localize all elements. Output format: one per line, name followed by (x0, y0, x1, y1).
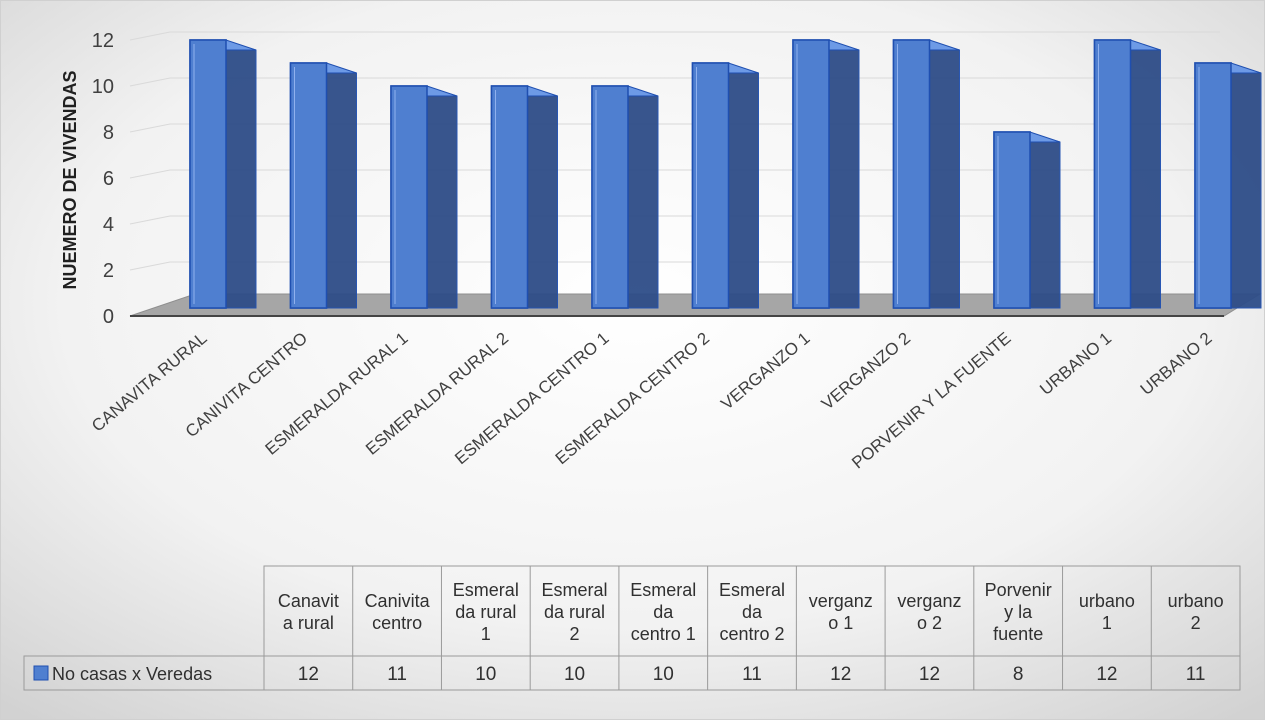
data-table-header: verganz o 2 (897, 591, 961, 633)
bar-front-overlay (490, 85, 529, 309)
data-table-header: urbano 2 (1168, 591, 1224, 633)
bar (591, 85, 659, 309)
legend-series-name: No casas x Veredas (52, 664, 212, 684)
data-table-value: 11 (1186, 664, 1206, 685)
bar-front-overlay (1194, 62, 1232, 309)
bar (691, 62, 759, 309)
data-table-value: 12 (919, 664, 940, 685)
data-table-header: Esmeral da centro 2 (719, 580, 785, 644)
bar-side-shade (1130, 41, 1161, 309)
y-tick-label: 4 (103, 214, 114, 236)
bar (1194, 62, 1262, 309)
data-table-header: urbano 1 (1079, 591, 1135, 633)
data-table-header: Canavit a rural (278, 591, 339, 633)
bar-front-overlay (289, 62, 328, 309)
bar (189, 39, 257, 309)
bar (490, 85, 558, 309)
bar-side-shade (828, 41, 860, 309)
data-table-header: Porvenir y la fuente (985, 580, 1052, 644)
bar (792, 39, 860, 309)
data-table-header: Esmeral da rural 2 (542, 580, 608, 644)
data-table-value: 12 (830, 664, 851, 685)
data-table-header: Esmeral da rural 1 (453, 580, 519, 644)
data-table-value: 12 (298, 664, 319, 685)
data-table-legend-cell (23, 655, 265, 691)
bar-side-shade (1029, 133, 1061, 309)
data-table-header: Esmeral da centro 1 (630, 580, 696, 644)
data-table-value: 8 (1013, 664, 1024, 685)
bar-side-shade (225, 41, 257, 309)
data-table-value: 10 (653, 664, 674, 685)
bar (1093, 39, 1161, 309)
y-axis-title: NUEMERO DE VIVENDAS (60, 70, 80, 289)
bar-front-overlay (189, 39, 227, 309)
bar-front-overlay (1093, 39, 1132, 309)
bar-side-shade (426, 87, 458, 309)
y-tick-label: 10 (92, 76, 114, 98)
legend-swatch (33, 665, 49, 681)
bar-front-overlay (993, 131, 1031, 309)
y-tick-label: 6 (103, 168, 114, 190)
gridline (129, 77, 1220, 87)
data-table-header: verganz o 1 (809, 591, 873, 633)
bar-front-overlay (792, 39, 830, 309)
bar-front-overlay (390, 85, 428, 309)
bar-side-shade (1230, 64, 1262, 309)
bar-front-overlay (591, 85, 629, 309)
bar (892, 39, 960, 309)
gridline (129, 31, 1220, 41)
y-tick-label: 0 (103, 306, 114, 328)
data-table-value: 10 (564, 664, 585, 685)
bar (289, 62, 357, 309)
y-tick-label: 2 (103, 260, 114, 282)
gridline (129, 169, 1220, 179)
bar-side-shade (728, 64, 759, 309)
gridline (129, 215, 1220, 225)
gridline (129, 261, 1220, 271)
bar-side-shade (627, 87, 659, 309)
gridline (129, 123, 1220, 133)
bar-front-overlay (892, 39, 931, 309)
bar (390, 85, 458, 309)
data-table-frame (263, 565, 1241, 691)
y-tick-label: 8 (103, 122, 114, 144)
bar-side-shade (326, 64, 357, 309)
data-table-value: 10 (475, 664, 496, 685)
bar-front-overlay (691, 62, 730, 309)
y-tick-label: 12 (92, 30, 114, 52)
bar-side-shade (929, 41, 960, 309)
data-table-value: 11 (387, 664, 407, 685)
bar-side-shade (527, 87, 558, 309)
data-table-header: Canivita centro (365, 591, 431, 633)
data-table-value: 11 (742, 664, 762, 685)
bar (993, 131, 1061, 309)
data-table-value: 12 (1096, 664, 1117, 685)
